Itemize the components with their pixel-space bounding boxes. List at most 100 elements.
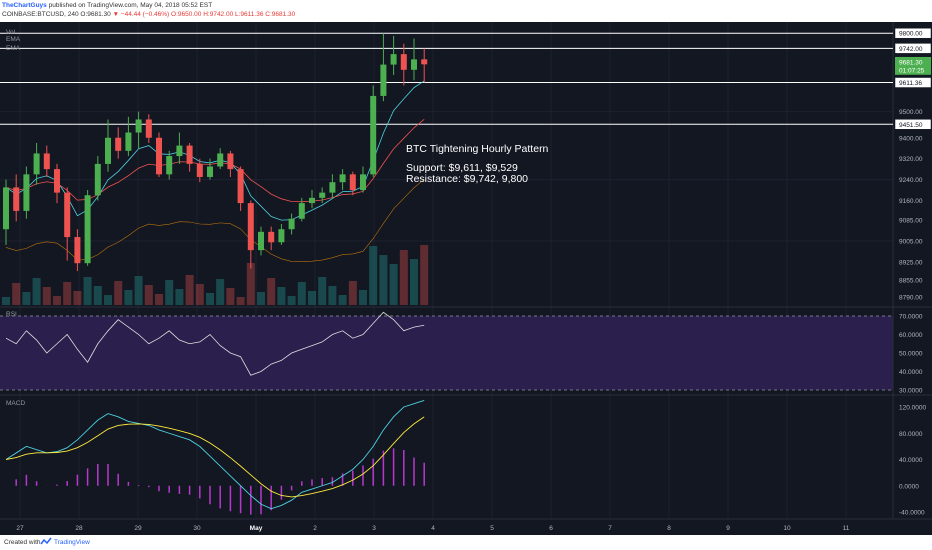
candle-body — [298, 203, 305, 219]
price-axis-label: 9005.00 — [899, 238, 923, 245]
volume-bar — [93, 286, 102, 305]
volume-bar — [134, 276, 143, 305]
rsi-axis-label: 50.0000 — [899, 351, 923, 358]
volume-bar — [2, 297, 10, 305]
symbol-info: COINBASE:BTCUSD, 240 O:9681.30 ▼ −44.44 … — [2, 11, 295, 18]
publish-info: TheChartGuys published on TradingView.co… — [2, 2, 212, 9]
ema2-label: EMA — [6, 45, 21, 52]
volume-bar — [379, 255, 388, 305]
price-axis-label: 8855.00 — [899, 278, 923, 285]
price-axis-label: 9451.50 — [899, 122, 923, 129]
volume-bar — [348, 281, 357, 305]
candle-body — [13, 187, 20, 211]
time-axis-label: 2 — [313, 525, 317, 532]
candle-body — [84, 195, 91, 264]
volume-bar — [124, 290, 133, 305]
candle-body — [94, 163, 101, 196]
time-axis-label: 30 — [193, 525, 201, 532]
open-price: O:9681.30 — [80, 11, 111, 18]
candle-body — [156, 137, 162, 175]
time-axis-label: 5 — [490, 525, 494, 532]
volume-bar — [155, 294, 163, 305]
candle-body — [64, 192, 71, 238]
macd-axis-label: -40.0000 — [899, 510, 925, 517]
volume-bar — [308, 291, 316, 305]
rsi-polyline — [5, 311, 425, 376]
annotation-title: BTC Tightening Hourly Pattern — [406, 143, 549, 155]
volume-bar — [42, 287, 51, 305]
candle-body — [125, 132, 132, 151]
candle-body — [390, 54, 397, 65]
candle-body — [309, 197, 315, 204]
price-tag-bg — [894, 27, 932, 39]
price-axis-label: 9400.00 — [899, 135, 923, 142]
publish-header: TheChartGuys published on TradingView.co… — [0, 0, 932, 22]
candle-body — [400, 54, 407, 70]
macd-axis: 120.0000 80.0000 40.0000 0.0000 -40.0000 — [899, 405, 926, 517]
price-axis-label: 01:07:25 — [899, 67, 925, 74]
volume-bar — [226, 288, 235, 305]
candle-body — [105, 137, 111, 164]
candle-body — [135, 119, 142, 133]
candle-body — [207, 166, 213, 177]
time-axis-label: 11 — [843, 525, 850, 532]
price-tag-bg — [895, 64, 931, 75]
candle-body — [247, 203, 254, 251]
volume-bar — [63, 282, 72, 305]
candle-body — [74, 237, 81, 264]
publish-text: published on TradingView.com, May 04, 20… — [48, 2, 213, 9]
author-link[interactable]: TheChartGuys — [2, 2, 47, 9]
macd-label: MACD — [6, 400, 25, 407]
footer-bar: Created with TradingView — [0, 535, 932, 550]
volume-bar — [389, 264, 398, 305]
macd-axis-label: 80.0000 — [899, 431, 923, 438]
volume-bar — [185, 275, 194, 305]
candle-body — [33, 153, 40, 175]
candle-body — [176, 145, 183, 157]
candle-body — [288, 218, 295, 230]
volume-bar — [318, 277, 327, 305]
candle-body — [360, 174, 366, 191]
signal-line — [5, 416, 425, 498]
rsi-axis-label: 60.0000 — [899, 332, 923, 339]
volume-bar — [246, 263, 255, 305]
time-axis-label: 8 — [667, 525, 671, 532]
candle-body — [186, 145, 193, 164]
volume-bar — [338, 295, 347, 305]
volume-bar — [369, 246, 378, 305]
volume-bar — [399, 250, 408, 305]
rsi-axis-label: 70.0000 — [899, 314, 923, 321]
volume-bar — [420, 245, 429, 305]
candle-body — [43, 153, 50, 170]
price-tag-bg — [894, 119, 932, 130]
time-axis-label: 10 — [783, 525, 791, 532]
rsi-band — [0, 316, 893, 390]
time-axis-label: 28 — [75, 525, 83, 532]
price-axis-label: 9742.00 — [899, 46, 923, 53]
time-axis-label: 9 — [726, 525, 730, 532]
candle-body — [278, 229, 285, 243]
created-with-text: Created with — [4, 539, 41, 546]
volume-bar — [165, 280, 174, 305]
candlesticks — [3, 33, 428, 272]
candle-body — [23, 174, 30, 211]
time-axis-label: 6 — [549, 525, 553, 532]
price-axis-label: 9611.36 — [899, 80, 922, 87]
macd-line — [5, 400, 425, 510]
candle-body — [349, 174, 356, 191]
price-axis-label: 9681.30 — [899, 59, 923, 66]
time-axis-label: 27 — [16, 525, 24, 532]
time-axis-label: 29 — [134, 525, 142, 532]
price-axis-label: 9500.00 — [899, 109, 923, 116]
annotation-resistance: Resistance: $9,742, 9,800 — [406, 173, 528, 185]
price-change: ▼ −44.44 (−0.46%) — [112, 11, 170, 18]
tradingview-brand-link[interactable]: TradingView — [54, 539, 90, 546]
macd-pane — [5, 400, 425, 515]
symbol-label: COINBASE:BTCUSD, 240 — [2, 11, 79, 18]
volume-bar — [195, 284, 204, 305]
volume-bar — [216, 279, 225, 305]
vol-label: Vol — [6, 29, 16, 36]
ema-fast-line — [5, 80, 425, 221]
